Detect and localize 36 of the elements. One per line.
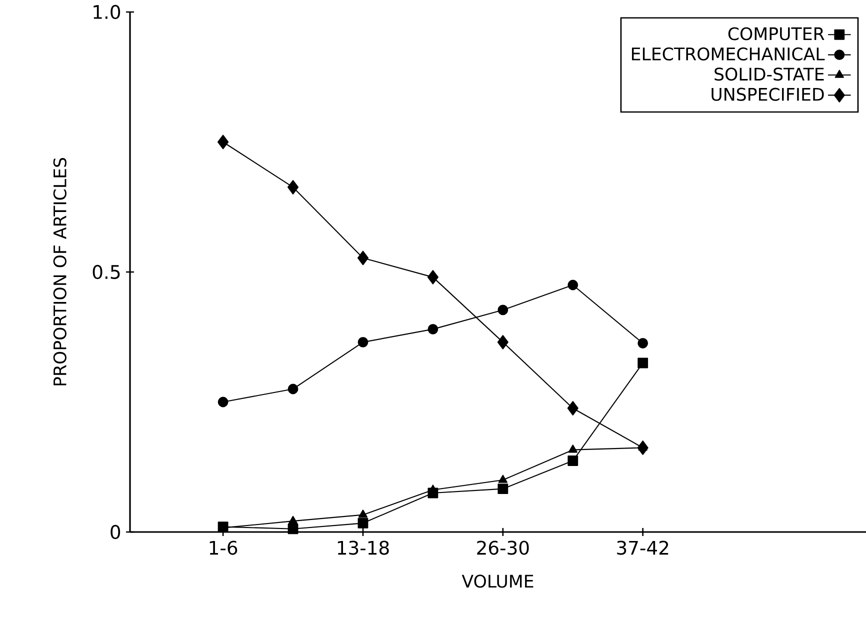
point xyxy=(428,324,438,334)
point xyxy=(358,336,368,348)
point xyxy=(497,335,508,350)
x-tick-label: 13-18 xyxy=(338,540,389,555)
point xyxy=(288,524,298,534)
y-tick-label: 0.5 xyxy=(92,264,120,280)
point xyxy=(638,358,648,368)
point xyxy=(567,401,578,416)
point xyxy=(568,280,578,290)
x-tick-label: 37-42 xyxy=(617,540,668,555)
y-axis-title: PROPORTION OF ARTICLES xyxy=(53,158,66,386)
point xyxy=(637,440,648,455)
point xyxy=(427,270,438,284)
point xyxy=(357,250,369,266)
point xyxy=(498,304,508,316)
y-tick-label: 0 xyxy=(110,524,120,540)
legend-label: COMPUTER xyxy=(728,27,824,40)
point xyxy=(288,516,298,524)
point xyxy=(358,510,368,518)
point xyxy=(218,396,228,408)
x-axis-title: VOLUME xyxy=(462,574,534,588)
point xyxy=(288,384,298,394)
point xyxy=(358,518,368,528)
point xyxy=(498,484,508,494)
point xyxy=(498,474,508,483)
y-tick-label: 1.0 xyxy=(94,4,120,20)
x-tick-label: 1-6 xyxy=(210,540,238,555)
point xyxy=(287,180,299,194)
legend-label: ELECTROMECHANICAL xyxy=(632,47,825,61)
point xyxy=(218,134,229,150)
legend-label: UNSPECIFIED xyxy=(712,88,824,101)
x-tick-label: 26-30 xyxy=(477,540,529,555)
point xyxy=(568,444,578,453)
point xyxy=(638,338,648,348)
legend-label: SOLID-STATE xyxy=(714,68,824,81)
point xyxy=(568,456,578,466)
